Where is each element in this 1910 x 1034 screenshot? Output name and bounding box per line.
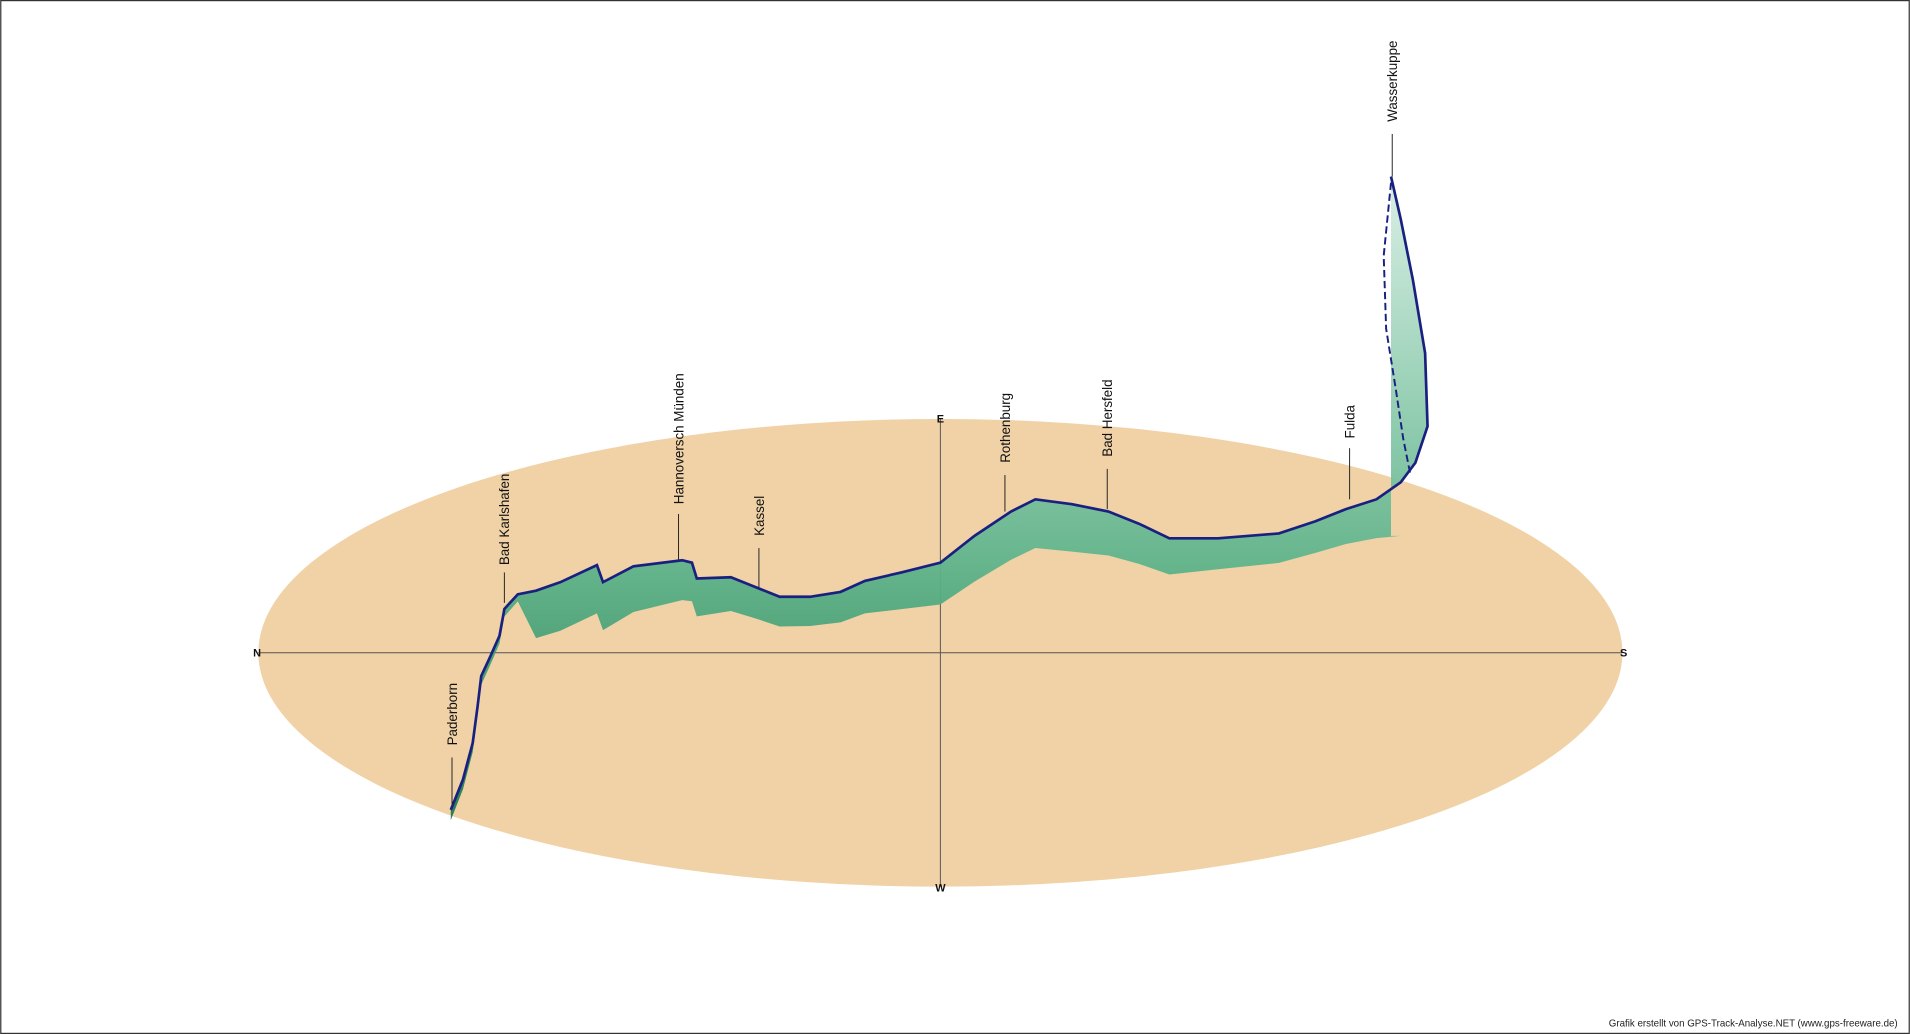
track xyxy=(449,176,1429,821)
place-label: Wasserkuppe xyxy=(1385,41,1400,122)
compass-label: N xyxy=(253,647,261,659)
credit: Grafik erstellt von GPS-Track-Analyse.NE… xyxy=(1609,1019,1898,1030)
place-label: Bad Hersfeld xyxy=(1100,379,1115,456)
place-labels: Paderborn Bad Karlshafen Hannoversch Münde… xyxy=(445,41,1400,804)
place-label: Hannoversch Münden xyxy=(671,373,686,504)
compass-label: W xyxy=(935,883,946,895)
place-label: Kassel xyxy=(752,496,767,536)
track-line xyxy=(449,176,1429,811)
place-label: Fulda xyxy=(1342,404,1357,438)
place-label: Paderborn xyxy=(445,683,460,745)
place-label: Bad Karlshafen xyxy=(497,474,512,565)
compass-label: E xyxy=(937,414,944,426)
place-label: Rothenburg xyxy=(998,393,1013,463)
compass-label: S xyxy=(1620,647,1627,659)
track-line-return xyxy=(1382,182,1412,476)
